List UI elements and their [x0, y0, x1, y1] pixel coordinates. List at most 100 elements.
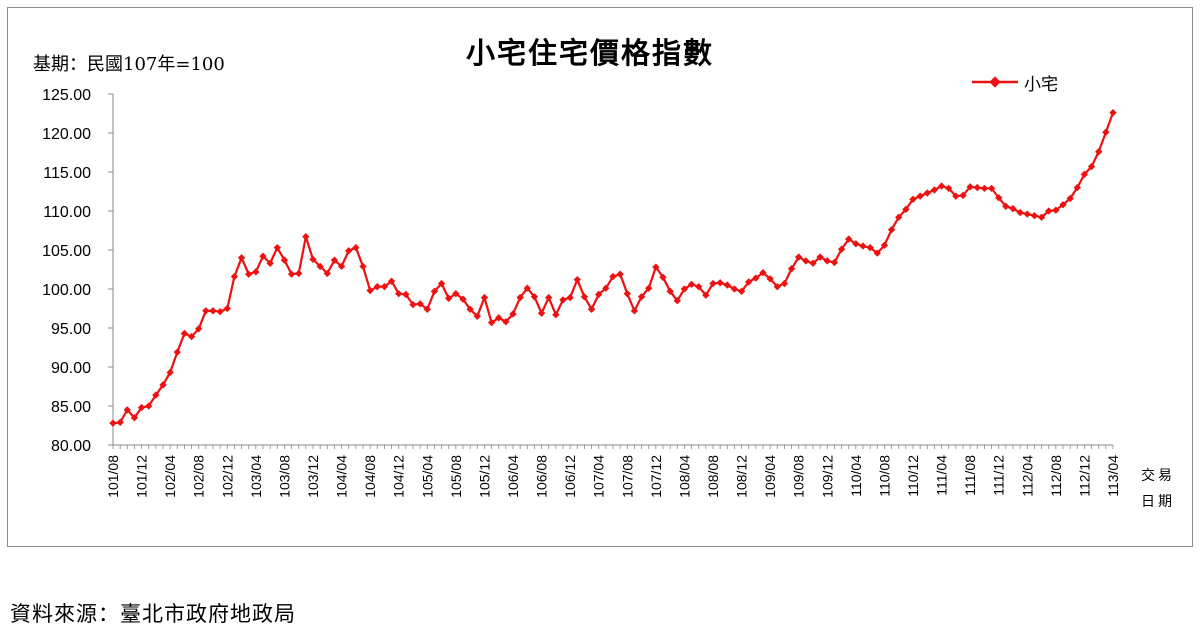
- data-point: [652, 263, 660, 271]
- data-point: [402, 290, 410, 299]
- data-point: [716, 279, 724, 287]
- data-point: [487, 318, 496, 327]
- y-tick-label: 90.00: [51, 360, 91, 377]
- x-tick-label: 112/12: [1076, 455, 1092, 497]
- data-point: [895, 213, 903, 221]
- x-axis-label-line2: 日期: [1141, 494, 1175, 510]
- x-tick-label: 111/04: [934, 455, 950, 496]
- data-point: [387, 277, 396, 285]
- x-tick-label: 103/04: [248, 455, 264, 498]
- data-point: [366, 286, 374, 295]
- y-tick-label: 95.00: [51, 321, 91, 338]
- data-point: [145, 402, 153, 410]
- data-point: [673, 297, 681, 305]
- data-point: [345, 247, 353, 255]
- data-point: [973, 183, 981, 192]
- data-point: [159, 381, 167, 389]
- data-point: [423, 305, 431, 313]
- data-point: [166, 368, 174, 377]
- data-point: [837, 245, 846, 253]
- data-point: [780, 279, 789, 288]
- x-tick-label: 113/04: [1105, 455, 1121, 497]
- legend-marker-icon: [972, 76, 1018, 88]
- data-point: [259, 252, 267, 260]
- data-point: [580, 293, 589, 301]
- data-point: [216, 307, 224, 316]
- data-point: [573, 275, 581, 284]
- data-point: [602, 284, 610, 292]
- data-point: [330, 256, 339, 264]
- data-point: [409, 300, 417, 309]
- data-point: [452, 290, 460, 298]
- data-point: [802, 257, 810, 265]
- x-tick-label: 107/04: [591, 455, 607, 498]
- chart-title: 小宅住宅價格指數: [465, 36, 714, 70]
- x-tick-label: 104/08: [362, 455, 378, 498]
- x-tick-label: 108/12: [734, 455, 750, 498]
- x-tick-label: 107/08: [619, 455, 635, 498]
- data-point: [887, 226, 896, 234]
- data-point: [730, 285, 739, 293]
- data-point: [880, 241, 889, 249]
- data-point: [566, 293, 574, 302]
- data-point: [516, 293, 524, 302]
- x-tick-label: 102/04: [162, 455, 178, 498]
- data-point: [459, 295, 467, 303]
- data-point: [502, 318, 510, 326]
- data-point: [180, 329, 189, 338]
- data-point: [773, 282, 781, 291]
- data-point: [437, 279, 446, 288]
- data-point: [930, 186, 939, 194]
- x-tick-label: 107/12: [648, 455, 664, 498]
- data-point: [195, 325, 203, 333]
- data-point: [787, 265, 796, 273]
- data-point: [209, 307, 217, 315]
- data-point: [737, 287, 746, 296]
- data-point: [609, 272, 617, 281]
- data-point: [1066, 194, 1074, 203]
- data-point: [395, 290, 403, 298]
- data-point: [666, 287, 674, 296]
- data-point: [845, 235, 853, 243]
- y-tick-label: 105.00: [42, 243, 91, 260]
- data-point: [1009, 204, 1017, 213]
- x-tick-label: 110/04: [848, 455, 864, 497]
- data-point: [137, 403, 146, 412]
- x-axis-label-line1: 交易: [1141, 468, 1175, 484]
- data-point: [373, 282, 381, 291]
- data-point: [480, 293, 489, 302]
- data-point: [430, 287, 439, 296]
- data-point: [1037, 213, 1046, 221]
- data-point: [823, 257, 831, 265]
- data-point: [1016, 208, 1024, 217]
- x-tick-label: 106/08: [534, 455, 550, 498]
- x-tick-label: 106/04: [505, 455, 521, 498]
- data-point: [309, 255, 317, 264]
- data-point: [1080, 170, 1089, 179]
- data-point: [416, 300, 424, 308]
- data-point: [1109, 109, 1117, 117]
- x-tick-label: 111/12: [991, 455, 1007, 496]
- y-tick-label: 80.00: [51, 438, 91, 455]
- x-tick-label: 112/04: [1019, 455, 1035, 497]
- data-point: [316, 262, 324, 271]
- x-tick-label: 110/12: [905, 455, 921, 497]
- y-tick-label: 100.00: [42, 282, 91, 299]
- data-point: [552, 311, 560, 319]
- data-point: [645, 284, 653, 292]
- data-point: [337, 262, 346, 271]
- y-tick-label: 115.00: [43, 165, 91, 182]
- data-point: [830, 258, 839, 267]
- data-point: [537, 309, 546, 317]
- data-point: [759, 268, 767, 277]
- data-point: [230, 272, 239, 281]
- x-tick-label: 102/08: [191, 455, 207, 498]
- x-tick-label: 108/08: [705, 455, 721, 498]
- data-point: [937, 182, 946, 190]
- data-point: [616, 270, 624, 278]
- data-point: [352, 243, 360, 252]
- x-tick-label: 109/04: [762, 455, 778, 498]
- data-point: [873, 249, 881, 257]
- y-tick-label: 125.00: [42, 87, 91, 104]
- data-point: [752, 274, 760, 282]
